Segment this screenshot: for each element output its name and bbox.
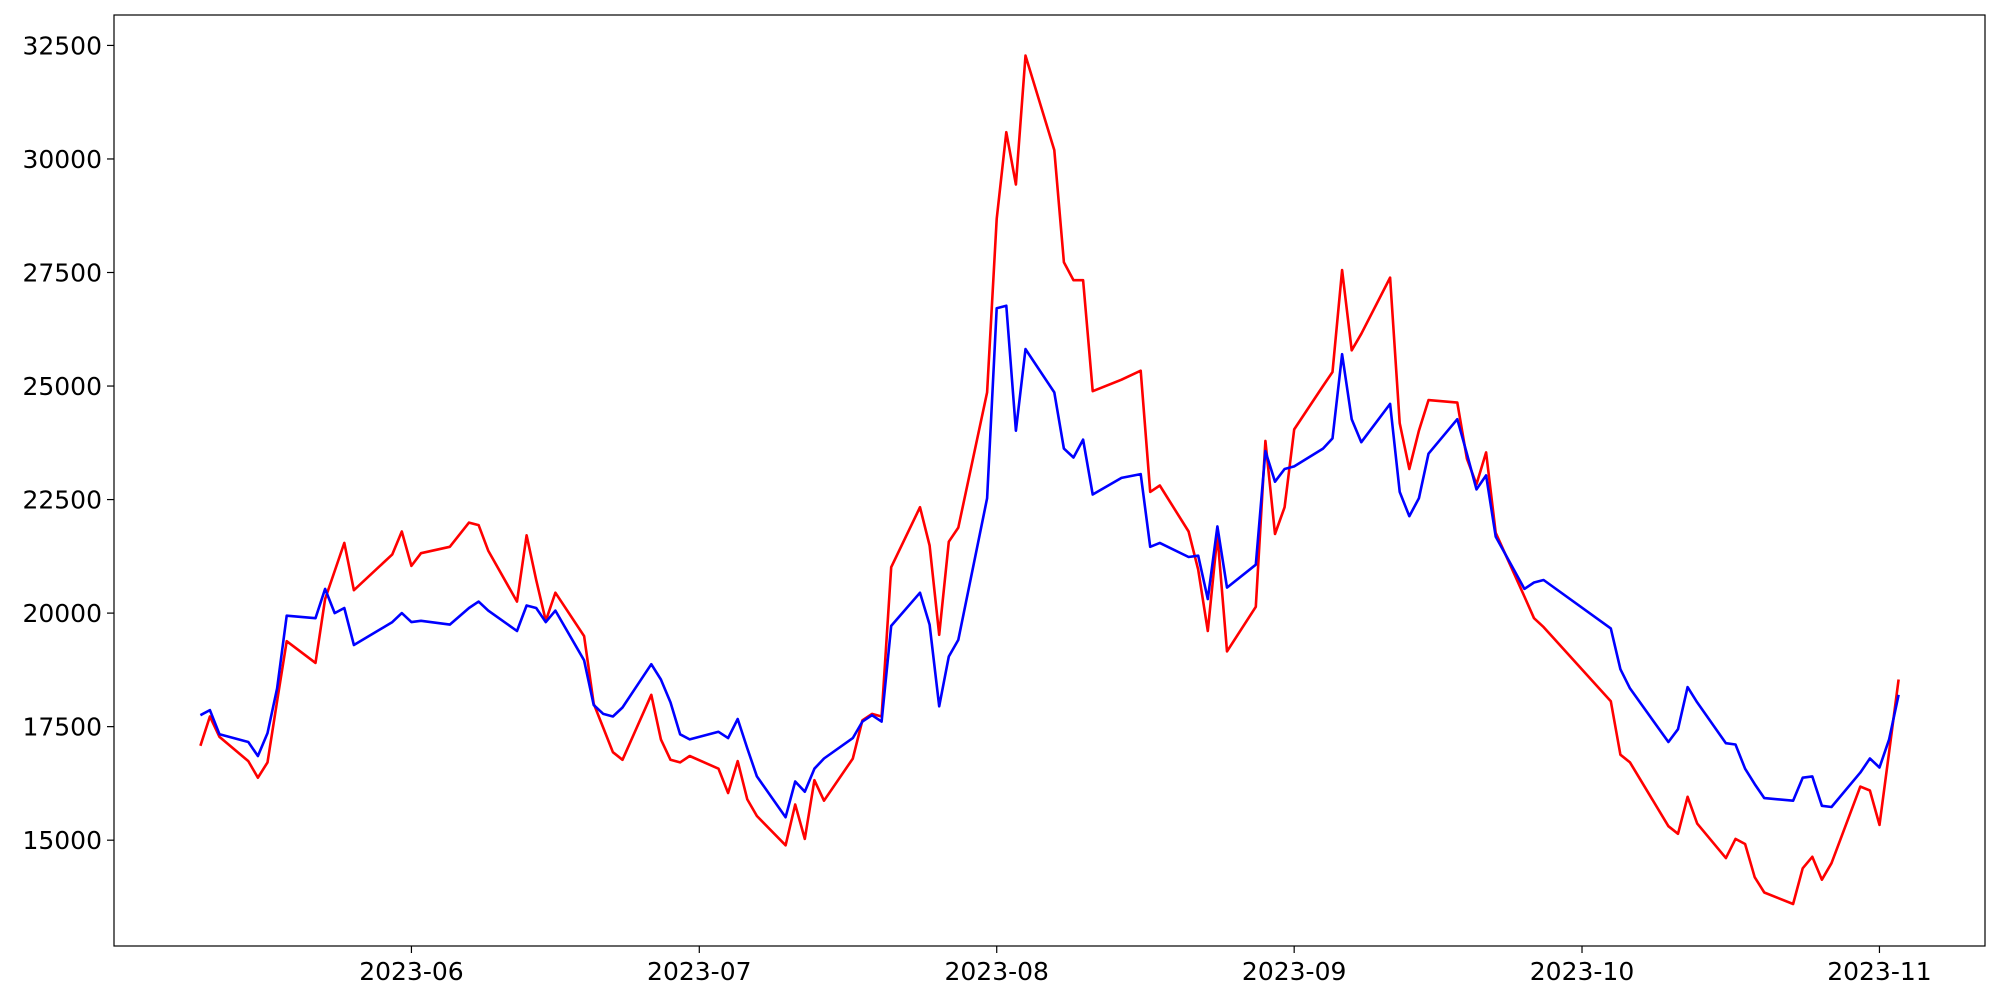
data-line [199, 304, 1900, 819]
y-tick-label: 30000 [22, 145, 102, 174]
x-tick-label: 2023-08 [944, 957, 1048, 986]
y-tick-label: 15000 [22, 826, 102, 855]
x-tick-label: 2023-07 [647, 957, 751, 986]
x-tick-label: 2023-09 [1242, 957, 1346, 986]
x-tick-label: 2023-11 [1827, 957, 1931, 986]
y-tick-label: 25000 [22, 372, 102, 401]
data-line [199, 54, 1900, 906]
y-tick-label: 27500 [22, 259, 102, 288]
plot-frame [113, 14, 1986, 947]
x-tick-label: 2023-06 [359, 957, 463, 986]
y-tick-label: 22500 [22, 486, 102, 515]
y-tick-label: 17500 [22, 713, 102, 742]
y-tick-label: 32500 [22, 31, 102, 60]
x-tick-label: 2023-10 [1530, 957, 1634, 986]
y-tick-label: 20000 [22, 599, 102, 628]
